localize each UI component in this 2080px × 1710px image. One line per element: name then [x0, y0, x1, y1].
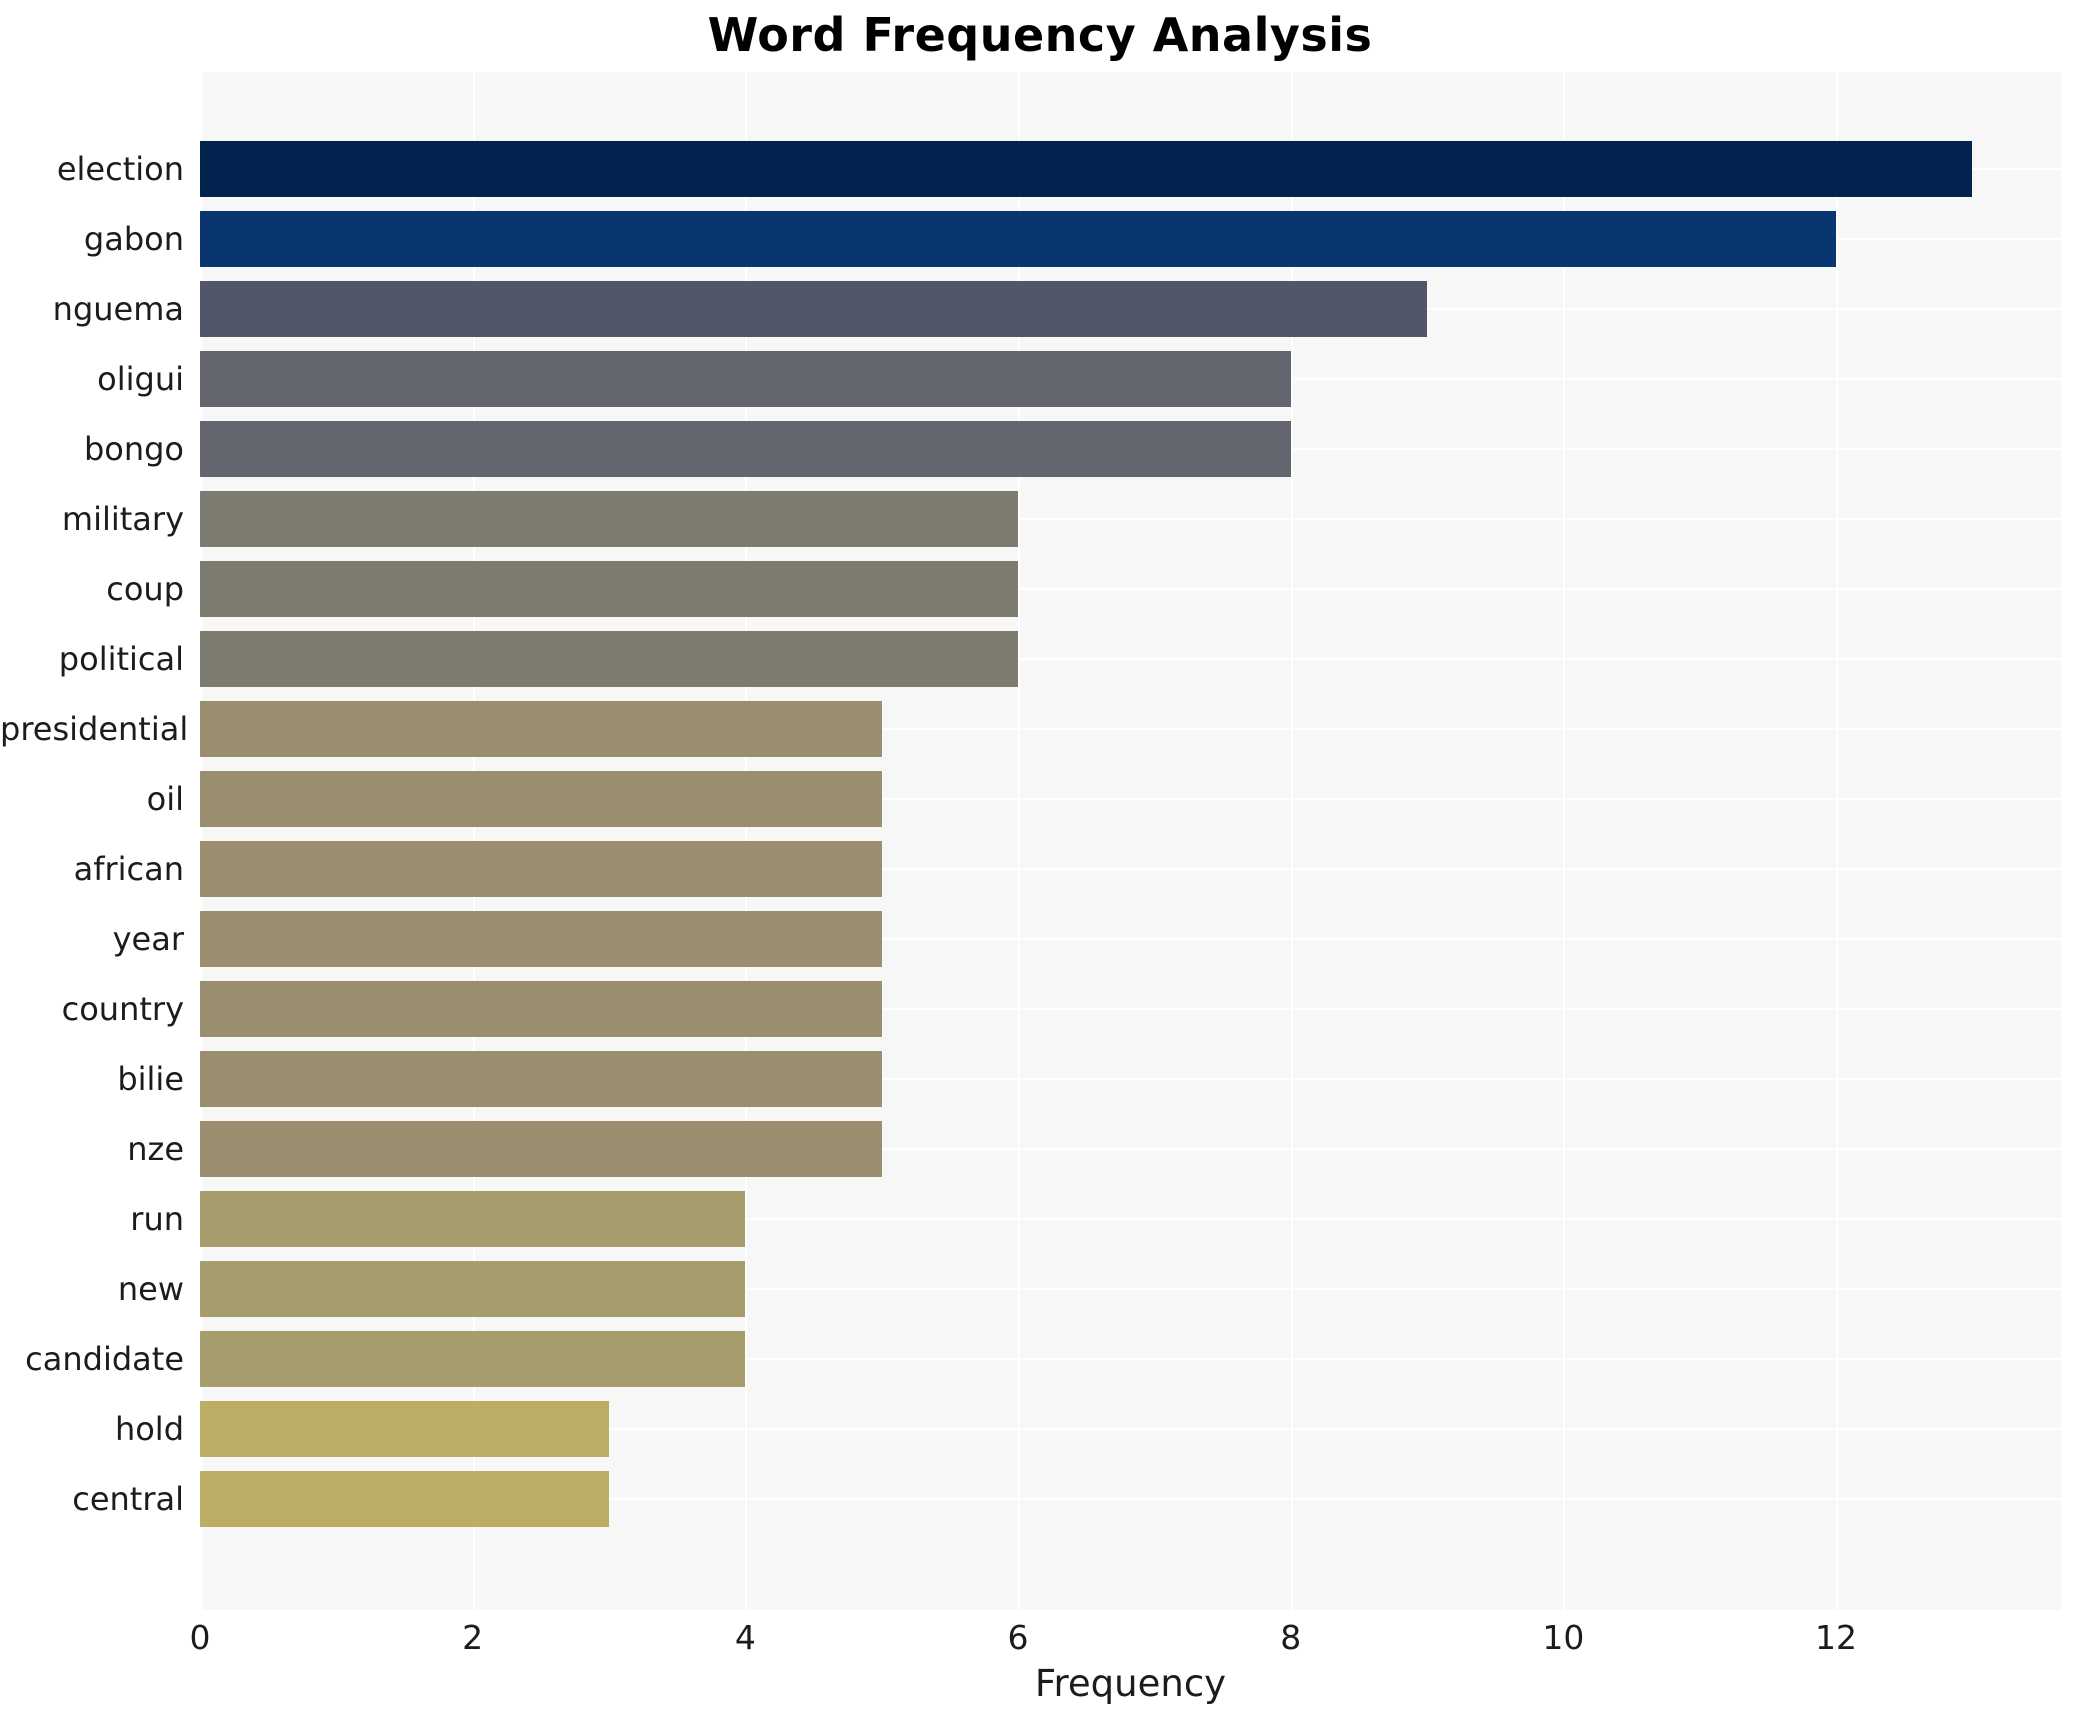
gridline-horizontal-presidential	[200, 728, 2061, 730]
y-label-year: year	[112, 920, 184, 958]
gridline-horizontal-oil	[200, 798, 2061, 800]
gridline-horizontal-nze	[200, 1148, 2061, 1150]
gridline-horizontal-hold	[200, 1428, 2061, 1430]
gridline-horizontal-central	[200, 1498, 2061, 1500]
bar-candidate	[200, 1331, 745, 1387]
x-tick-label-2: 2	[462, 1618, 484, 1657]
gridline-horizontal-run	[200, 1218, 2061, 1220]
x-tick-label-8: 8	[1280, 1618, 1302, 1657]
chart-title: Word Frequency Analysis	[707, 8, 1373, 62]
y-label-nguema: nguema	[52, 290, 184, 328]
gridline-horizontal-candidate	[200, 1358, 2061, 1360]
y-label-oligui: oligui	[97, 360, 184, 398]
bar-oligui	[200, 351, 1291, 407]
gridline-horizontal-new	[200, 1288, 2061, 1290]
y-label-bilie: bilie	[117, 1060, 184, 1098]
y-label-coup: coup	[106, 570, 184, 608]
gridline-horizontal-coup	[200, 588, 2061, 590]
y-label-african: african	[73, 850, 184, 888]
plot-area	[200, 72, 2061, 1610]
x-tick-label-6: 6	[1007, 1618, 1029, 1657]
bar-new	[200, 1261, 745, 1317]
bar-hold	[200, 1401, 609, 1457]
gridline-horizontal-year	[200, 938, 2061, 940]
y-label-hold: hold	[114, 1410, 184, 1448]
bar-bongo	[200, 421, 1291, 477]
bar-nguema	[200, 281, 1427, 337]
gridline-vertical-10	[1563, 72, 1565, 1610]
y-label-bongo: bongo	[83, 430, 184, 468]
x-tick-label-10: 10	[1542, 1618, 1585, 1657]
y-label-presidential: presidential	[0, 710, 189, 748]
y-label-oil: oil	[146, 780, 184, 818]
bar-run	[200, 1191, 745, 1247]
y-label-political: political	[58, 640, 184, 678]
bar-military	[200, 491, 1018, 547]
y-label-gabon: gabon	[83, 220, 184, 258]
bar-political	[200, 631, 1018, 687]
x-axis-title: Frequency	[1034, 1662, 1227, 1705]
y-label-run: run	[130, 1200, 184, 1238]
x-tick-label-4: 4	[734, 1618, 756, 1657]
y-label-new: new	[117, 1270, 184, 1308]
gridline-vertical-12	[1836, 72, 1838, 1610]
bar-bilie	[200, 1051, 882, 1107]
bar-coup	[200, 561, 1018, 617]
bar-country	[200, 981, 882, 1037]
bar-central	[200, 1471, 609, 1527]
gridline-horizontal-political	[200, 658, 2061, 660]
y-label-election: election	[56, 150, 184, 188]
gridline-vertical-6	[1018, 72, 1020, 1610]
gridline-horizontal-military	[200, 518, 2061, 520]
gridline-horizontal-country	[200, 1008, 2061, 1010]
gridline-vertical-8	[1291, 72, 1293, 1610]
bar-year	[200, 911, 882, 967]
y-label-central: central	[72, 1480, 184, 1518]
y-label-candidate: candidate	[25, 1340, 184, 1378]
bar-presidential	[200, 701, 882, 757]
bar-african	[200, 841, 882, 897]
gridline-horizontal-african	[200, 868, 2061, 870]
y-label-military: military	[61, 500, 184, 538]
x-tick-label-12: 12	[1815, 1618, 1858, 1657]
y-label-nze: nze	[127, 1130, 184, 1168]
bar-gabon	[200, 211, 1836, 267]
y-label-country: country	[61, 990, 184, 1028]
gridline-horizontal-bilie	[200, 1078, 2061, 1080]
x-tick-label-0: 0	[189, 1618, 211, 1657]
bar-nze	[200, 1121, 882, 1177]
bar-oil	[200, 771, 882, 827]
bar-election	[200, 141, 1972, 197]
